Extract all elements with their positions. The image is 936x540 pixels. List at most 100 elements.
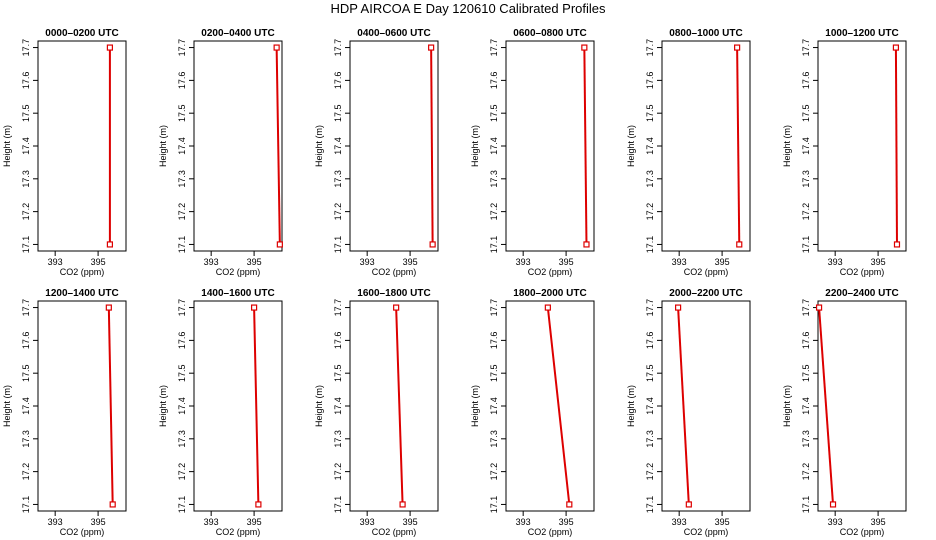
panel-10-title: 1800–2000 UTC	[513, 288, 586, 299]
panel-1-ytick-label: 17.3	[21, 170, 31, 188]
panel-1-data-point	[106, 44, 114, 51]
panel-9-xlabel: CO2 (ppm)	[372, 527, 417, 537]
panel-8-ytick-label: 17.3	[177, 430, 187, 448]
panel-5-ytick-label: 17.5	[645, 104, 655, 122]
panel-4-xtick-label: 393	[516, 257, 531, 267]
panel-2-xlabel: CO2 (ppm)	[216, 267, 261, 277]
panel-4-ylabel: Height (m)	[470, 125, 480, 167]
panel-6-data-point	[892, 44, 900, 51]
panel-3-profile-line	[430, 47, 434, 245]
panel-2-ylabel: Height (m)	[158, 125, 168, 167]
panel-3-data-point	[429, 241, 436, 248]
panel-11-ytick-label: 17.7	[645, 299, 655, 317]
panel-2-data-point	[273, 44, 280, 51]
panel-5-ytick-label: 17.7	[645, 39, 655, 57]
panel-2-ytick-label: 17.7	[177, 39, 187, 57]
panel-5-title: 0800–1000 UTC	[669, 28, 742, 39]
panel-5-ytick-label: 17.4	[645, 137, 655, 155]
panel-2-ytick-label: 17.3	[177, 170, 187, 188]
panel-10-xtick-label: 395	[559, 517, 574, 527]
panel-12-ytick-label: 17.4	[801, 397, 811, 415]
panel-9-data-point	[399, 501, 406, 508]
panel-6-xtick-label: 395	[871, 257, 886, 267]
panel-6-data-point	[893, 241, 901, 248]
panel-7-ylabel: Height (m)	[2, 385, 12, 427]
panel-3-xtick-label: 395	[403, 257, 418, 267]
panel-12-data-point	[815, 304, 823, 311]
panel-8-xlabel: CO2 (ppm)	[216, 527, 261, 537]
panel-6-ytick-label: 17.2	[801, 203, 811, 221]
panel-3-ytick-label: 17.2	[333, 203, 343, 221]
panel-3-ytick-label: 17.3	[333, 170, 343, 188]
panel-2-ytick-label: 17.6	[177, 72, 187, 90]
panel-3-ytick-label: 17.1	[333, 236, 343, 254]
panel-9-frame	[349, 300, 439, 512]
panel-10-ytick-label: 17.4	[489, 397, 499, 415]
panel-4-ytick-label: 17.2	[489, 203, 499, 221]
panel-6-xtick-label: 393	[828, 257, 843, 267]
panel-11-ytick-label: 17.4	[645, 397, 655, 415]
panel-8-frame	[193, 300, 283, 512]
panel-5-xlabel: CO2 (ppm)	[684, 267, 729, 277]
panel-3-ylabel: Height (m)	[314, 125, 324, 167]
panel-10-ytick-label: 17.7	[489, 299, 499, 317]
panel-11-xtick-label: 393	[672, 517, 687, 527]
panel-8-ytick-label: 17.2	[177, 463, 187, 481]
panel-2-xtick-label: 395	[247, 257, 262, 267]
panel-10-xlabel: CO2 (ppm)	[528, 527, 573, 537]
panel-5-profile-line	[736, 47, 741, 245]
panel-1-ytick-label: 17.1	[21, 236, 31, 254]
panel-8-xtick-label: 395	[247, 517, 262, 527]
panel-9-ytick-label: 17.4	[333, 397, 343, 415]
panel-4-ytick-label: 17.1	[489, 236, 499, 254]
panel-11-ytick-label: 17.3	[645, 430, 655, 448]
panel-7-ytick-label: 17.6	[21, 332, 31, 350]
panel-11-data-point	[674, 304, 682, 311]
panel-9-data-point	[393, 304, 400, 311]
panel-12-data-point	[829, 501, 837, 508]
panel-6-ytick-label: 17.6	[801, 72, 811, 90]
panel-11-data-point	[685, 501, 692, 508]
panel-9-ytick-label: 17.7	[333, 299, 343, 317]
panel-6-ytick-label: 17.1	[801, 236, 811, 254]
panel-12-ytick-label: 17.3	[801, 430, 811, 448]
panel-6-ylabel: Height (m)	[782, 125, 792, 167]
panel-8-ytick-label: 17.7	[177, 299, 187, 317]
panel-3-title: 0400–0600 UTC	[357, 28, 430, 39]
panel-2-ytick-label: 17.2	[177, 203, 187, 221]
panel-11-xlabel: CO2 (ppm)	[684, 527, 729, 537]
panel-4-frame	[505, 40, 595, 252]
panel-5-ytick-label: 17.3	[645, 170, 655, 188]
panel-10-data-point	[566, 501, 573, 508]
panel-9-ytick-label: 17.5	[333, 364, 343, 382]
panel-12-ytick-label: 17.6	[801, 332, 811, 350]
panel-8-xtick-label: 393	[204, 517, 219, 527]
panel-5-ylabel: Height (m)	[626, 125, 636, 167]
panel-4-ytick-label: 17.7	[489, 39, 499, 57]
panel-8-ytick-label: 17.4	[177, 397, 187, 415]
panel-1-ytick-label: 17.2	[21, 203, 31, 221]
panel-6-ytick-label: 17.7	[801, 39, 811, 57]
panel-4-profile-line	[583, 47, 588, 245]
panel-11-frame	[661, 300, 751, 512]
panel-1-xlabel: CO2 (ppm)	[60, 267, 105, 277]
panel-4-ytick-label: 17.3	[489, 170, 499, 188]
panel-8-profile-line	[253, 307, 260, 505]
panel-11-ylabel: Height (m)	[626, 385, 636, 427]
panel-5-ytick-label: 17.1	[645, 236, 655, 254]
panel-8-data-point	[255, 501, 262, 508]
panel-11-xtick-label: 395	[715, 517, 730, 527]
page-title: HDP AIRCOA E Day 120610 Calibrated Profi…	[330, 1, 606, 16]
panel-2-title: 0200–0400 UTC	[201, 28, 274, 39]
panel-1-xtick-label: 395	[91, 257, 106, 267]
panel-3-xtick-label: 393	[360, 257, 375, 267]
panel-8-ylabel: Height (m)	[158, 385, 168, 427]
panel-11-ytick-label: 17.6	[645, 332, 655, 350]
panel-1-ylabel: Height (m)	[2, 125, 12, 167]
panel-6-profile-line	[894, 47, 898, 245]
panel-2-ytick-label: 17.4	[177, 137, 187, 155]
panel-1-ytick-label: 17.6	[21, 72, 31, 90]
panel-12-ytick-label: 17.1	[801, 496, 811, 514]
panel-10-ytick-label: 17.5	[489, 364, 499, 382]
panel-7-xlabel: CO2 (ppm)	[60, 527, 105, 537]
